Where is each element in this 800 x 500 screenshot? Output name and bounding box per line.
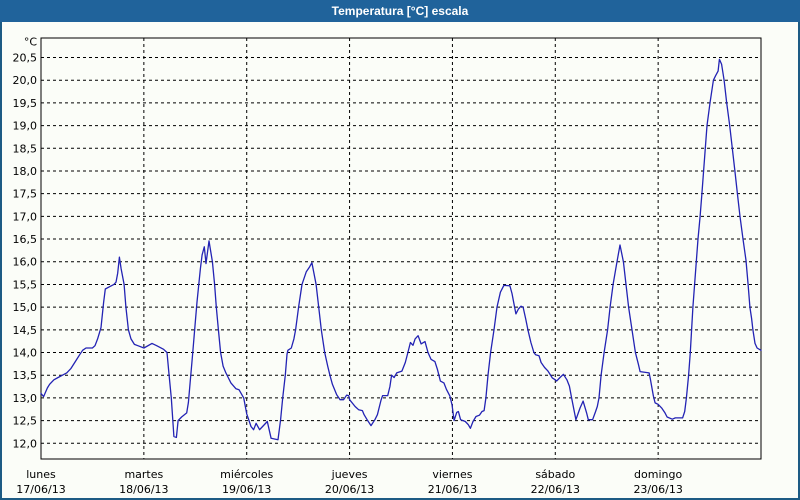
axis-labels: 20,5 20,0 19,5 19,0 18,5 18,0 17,5 17,0 16,5 16,0… [13, 36, 683, 497]
window-title: Temperatura [°C] escala [331, 4, 469, 18]
y-tick-label: 13,0 [13, 392, 38, 405]
title-bar: Temperatura [°C] escala [0, 0, 800, 22]
x-day-date-label: 18/06/13 [119, 483, 168, 496]
y-axis-unit-label: °C [24, 36, 38, 49]
chart-area: 20,5 20,0 19,5 19,0 18,5 18,0 17,5 17,0 16,5 16,0… [2, 22, 798, 498]
temperature-series-line [40, 58, 762, 441]
y-tick-label: 16,0 [13, 256, 38, 269]
x-day-name-label: jueves [331, 468, 368, 481]
x-day-date-label: 19/06/13 [222, 483, 271, 496]
y-tick-label: 18,0 [13, 165, 38, 178]
plot-border [40, 37, 762, 460]
x-day-name-label: domingo [634, 468, 682, 481]
y-tick-label: 14,0 [13, 347, 38, 360]
y-tick-label: 20,0 [13, 74, 38, 87]
y-tick-label: 16,5 [13, 233, 38, 246]
x-day-name-label: lunes [26, 468, 56, 481]
gridlines [41, 38, 761, 459]
y-tick-label: 20,5 [13, 52, 38, 65]
y-tick-label: 12,5 [13, 415, 38, 428]
y-tick-label: 13,5 [13, 369, 38, 382]
x-day-name-label: martes [124, 468, 163, 481]
x-day-name-label: viernes [432, 468, 472, 481]
x-day-date-label: 22/06/13 [531, 483, 580, 496]
y-tick-label: 19,0 [13, 120, 38, 133]
x-day-date-label: 21/06/13 [428, 483, 477, 496]
x-day-name-label: miércoles [220, 468, 273, 481]
y-tick-label: 14,5 [13, 324, 38, 337]
x-day-date-label: 17/06/13 [16, 483, 65, 496]
x-day-date-label: 20/06/13 [325, 483, 374, 496]
x-day-date-label: 23/06/13 [633, 483, 682, 496]
y-tick-label: 15,5 [13, 278, 38, 291]
y-tick-label: 12,0 [13, 437, 38, 450]
y-tick-label: 19,5 [13, 97, 38, 110]
y-tick-label: 15,0 [13, 301, 38, 314]
x-day-name-label: sábado [535, 468, 575, 481]
temperature-line-chart: 20,5 20,0 19,5 19,0 18,5 18,0 17,5 17,0 16,5 16,0… [13, 36, 762, 497]
y-tick-label: 17,5 [13, 188, 38, 201]
y-tick-label: 18,5 [13, 142, 38, 155]
y-tick-label: 17,0 [13, 210, 38, 223]
